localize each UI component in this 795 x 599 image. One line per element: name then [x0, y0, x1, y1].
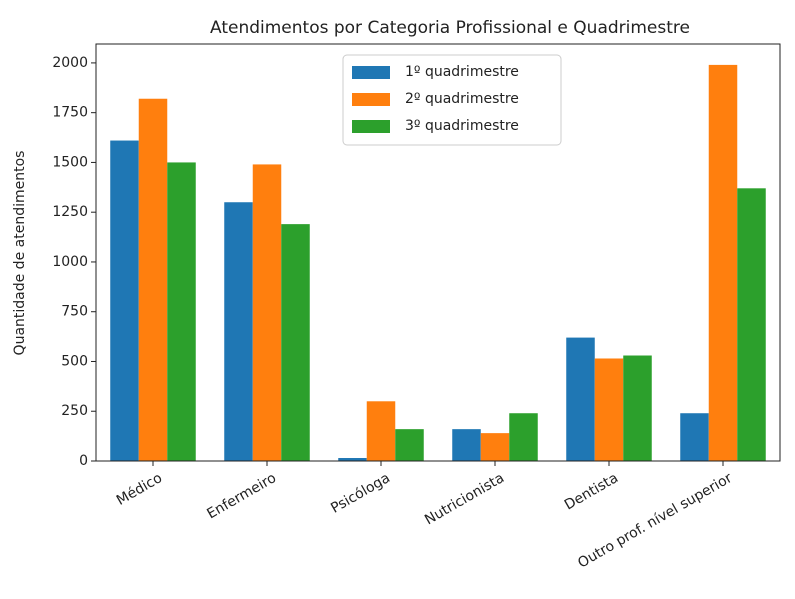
y-tick-label: 0: [79, 453, 88, 469]
x-tick-label: Nutricionista: [422, 470, 507, 528]
bar: [395, 429, 424, 461]
plot-frame: [95, 43, 781, 462]
bar: [509, 413, 538, 461]
bar: [594, 358, 624, 461]
x-tick-label: Dentista: [562, 470, 621, 513]
legend-frame: [342, 54, 562, 146]
bar: [224, 202, 253, 462]
bar: [138, 98, 168, 461]
legend-swatch: [352, 120, 390, 133]
legend-label: 1º quadrimestre: [405, 64, 519, 80]
y-tick-label: 250: [61, 403, 88, 419]
bar: [680, 413, 709, 461]
bar: [480, 433, 510, 461]
x-tick-label: Psicóloga: [328, 470, 393, 517]
y-tick-label: 1750: [52, 105, 88, 121]
y-tick-label: 1000: [52, 254, 88, 270]
bar: [167, 162, 196, 461]
bar: [737, 188, 766, 462]
bar: [452, 429, 481, 461]
legend-swatch: [352, 93, 390, 106]
y-tick-label: 1250: [52, 204, 88, 220]
bar: [708, 64, 738, 461]
bar: [281, 224, 310, 461]
legend-label: 2º quadrimestre: [405, 91, 519, 107]
bar: [566, 337, 595, 461]
bar: [338, 458, 367, 461]
legend-label: 3º quadrimestre: [405, 118, 519, 134]
legend: 1º quadrimestre 2º quadrimestre 3º quadrim…: [342, 54, 562, 146]
y-tick-label: 1500: [52, 154, 88, 170]
y-axis-label: Quantidade de atendimentos: [12, 151, 28, 356]
bar: [110, 140, 139, 461]
bar: [623, 355, 652, 461]
y-tick-label: 500: [61, 353, 88, 369]
legend-swatch: [352, 66, 390, 79]
bar: [252, 164, 282, 462]
chart-title: Atendimentos por Categoria Profissional …: [210, 18, 690, 38]
y-tick-label: 750: [61, 304, 88, 320]
x-tick-label: Enfermeiro: [204, 470, 279, 522]
bar: [366, 401, 396, 461]
x-tick-label: Médico: [114, 470, 165, 509]
y-tick-label: 2000: [52, 55, 88, 71]
